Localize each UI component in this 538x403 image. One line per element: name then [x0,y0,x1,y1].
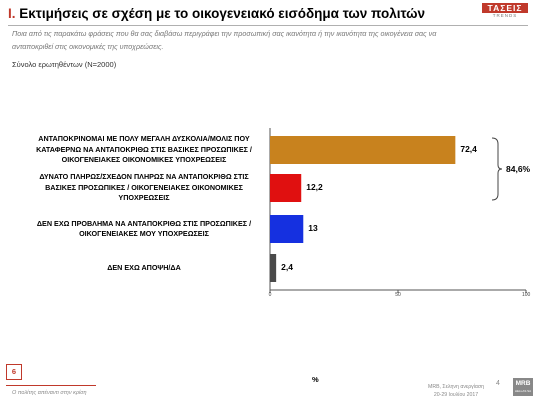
bar-1 [270,174,302,202]
title-divider [8,25,528,26]
value-label-1: 12,2 [306,182,323,192]
source-line-1: MRB, Σεληνη ανεργίαση [428,384,485,390]
category-label-0: ΑΝΤΑΠΟΚΡΙΝΟΜΑΙ ΜΕ ΠΟΛΥ ΜΕΓΑΛΗ ΔΥΣΚΟΛΙΑ/Μ… [22,134,266,166]
category-label-1: ΔΥΝΑΤΟ ΠΛΗΡΩΣ/ΣΧΕΔΟΝ ΠΛΗΡΩΣ ΝΑ ΑΝΤΑΠΟΚΡΙ… [22,172,266,204]
x-axis-unit-label: % [312,375,319,384]
footer-note: Ο πολίτης απέναντι στην κρίση [12,390,87,396]
bar-0 [270,136,456,164]
category-label-2-line-1: ΟΙΚΟΓΕΝΕΙΑΚΕΣ ΜΟΥ ΥΠΟΧΡΕΩΣΕΙΣ [79,229,209,238]
category-label-3: ΔΕΝ ΕΧΩ ΑΠΟΨΗ/ΔΑ [22,263,266,274]
category-label-1-line-2: ΥΠΟΧΡΕΩΣΕΙΣ [118,193,170,203]
bracket-total-label: 84,6% [506,164,531,174]
x-tick-label-2: 100 [522,292,531,298]
source-note: MRB, Σεληνη ανεργίαση 20-29 Ιουλίου 2017 [428,383,484,399]
bar-3 [270,254,277,282]
mrb-logo: MRB HELLAS SA [513,378,533,396]
value-label-3: 2,4 [281,262,293,272]
category-label-0-line-2: ΟΙΚΟΓΕΝΕΙΑΚΕΣ ΟΙΚΟΝΟΜΙΚΕΣ ΥΠΟΧΡΕΩΣΕΙΣ [61,155,227,165]
value-label-2: 13 [308,223,318,233]
title-number: Ι. [8,6,16,21]
title-text: Εκτιμήσεις σε σχέση με το οικογενειακό ε… [15,6,426,21]
category-label-1-line-0: ΔΥΝΑΤΟ ΠΛΗΡΩΣ/ΣΧΕΔΟΝ ΠΛΗΡΩΣ ΝΑ ΑΝΤΑΠΟΚΡΙ… [39,172,249,182]
bracket-line [491,137,503,201]
page-badge: 6 [6,364,22,380]
source-line-2: 20-29 Ιουλίου 2017 [433,392,479,398]
tasis-logo: ΤΑΣΕΙΣ TRENDS [482,3,528,20]
logo-main-text: ΤΑΣΕΙΣ [482,3,528,13]
category-label-2: ΔΕΝ ΕΧΩ ΠΡΟΒΛΗΜΑ ΝΑ ΑΝΤΑΠΟΚΡΙΘΩ ΣΤΙΣ ΠΡΟ… [22,219,266,240]
category-label-0-line-1: ΚΑΤΑΦΕΡΝΩ ΝΑ ΑΝΤΑΠΟΚΡΙΘΩ ΣΤΙΣ ΒΑΣΙΚΕΣ ΠΡ… [36,144,252,154]
x-tick-label-0: 0 [268,292,272,298]
value-label-0: 72,4 [460,144,477,154]
x-tick-label-1: 50 [395,292,401,298]
mrb-logo-main: MRB [515,380,531,387]
mrb-logo-sub: HELLAS SA [514,389,532,393]
logo-sub-text: TRENDS [492,13,518,18]
category-label-2-line-0: ΔΕΝ ΕΧΩ ΠΡΟΒΛΗΜΑ ΝΑ ΑΝΤΑΠΟΚΡΙΘΩ ΣΤΙΣ ΠΡΟ… [36,218,252,228]
bar-2 [270,215,304,243]
page-number: 4 [496,380,500,387]
sample-base: Σύνολο ερωτηθέντων (Ν=2000) [12,60,117,69]
category-label-3-line-0: ΔΕΝ ΕΧΩ ΑΠΟΨΗ/ΔΑ [107,262,181,272]
footer-divider [6,385,96,386]
page-title: Ι. Εκτιμήσεις σε σχέση με το οικογενειακ… [8,6,425,21]
category-label-1-line-1: ΒΑΣΙΚΕΣ ΠΡΟΣΩΠΙΚΕΣ / ΟΙΚΟΓΕΝΕΙΑΚΕΣ ΟΙΚΟΝ… [45,182,243,192]
category-label-0-line-0: ΑΝΤΑΠΟΚΡΙΝΟΜΑΙ ΜΕ ΠΟΛΥ ΜΕΓΑΛΗ ΔΥΣΚΟΛΙΑ/Μ… [38,134,250,144]
question-text: Ποια από τις παρακάτω φράσεις που θα σας… [12,29,437,51]
